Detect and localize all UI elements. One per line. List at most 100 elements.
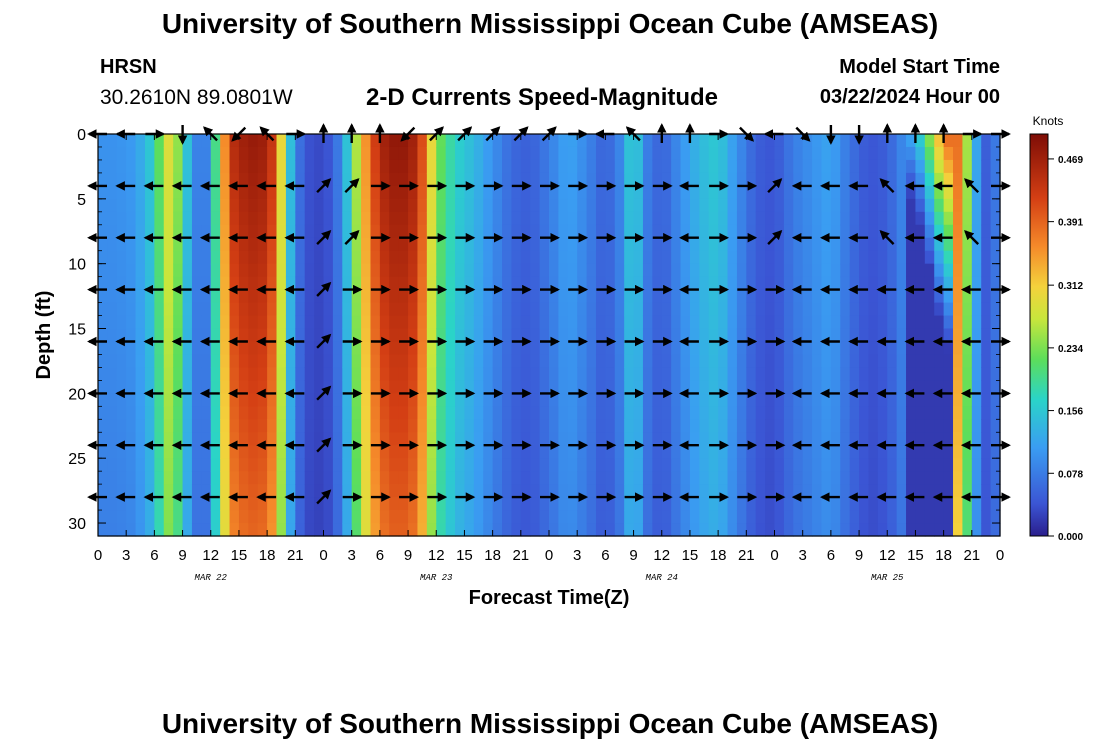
- heatmap-cell: [342, 328, 353, 343]
- heatmap-cell: [398, 328, 409, 343]
- heatmap-cell: [323, 341, 334, 356]
- heatmap-cell: [445, 211, 456, 226]
- heatmap-cell: [718, 367, 729, 381]
- heatmap-cell: [859, 380, 870, 394]
- heatmap-cell: [492, 198, 503, 213]
- heatmap-cell: [408, 315, 419, 330]
- heatmap-cell: [821, 445, 832, 459]
- heatmap-cell: [990, 302, 1001, 317]
- heatmap-cell: [802, 510, 813, 524]
- heatmap-cell: [483, 134, 494, 148]
- heatmap-cell: [595, 523, 606, 537]
- heatmap-cell: [238, 510, 249, 524]
- heatmap-cell: [736, 146, 747, 161]
- heatmap-cell: [671, 341, 682, 356]
- heatmap-cell: [840, 159, 851, 174]
- heatmap-cell: [483, 458, 494, 472]
- heatmap-cell: [116, 393, 127, 407]
- heatmap-cell: [464, 146, 475, 161]
- heatmap-cell: [314, 328, 325, 343]
- heatmap-cell: [652, 341, 663, 356]
- heatmap-cell: [924, 198, 935, 213]
- heatmap-cell: [708, 289, 719, 304]
- heatmap-cell: [887, 198, 898, 213]
- heatmap-cell: [248, 263, 259, 278]
- heatmap-cell: [953, 315, 964, 330]
- heatmap-cell: [351, 354, 362, 369]
- heatmap-cell: [361, 250, 372, 265]
- heatmap-cell: [398, 432, 409, 446]
- heatmap-cell: [398, 419, 409, 433]
- heatmap-cell: [642, 211, 653, 226]
- heatmap-cell: [924, 315, 935, 330]
- heatmap-cell: [793, 263, 804, 278]
- heatmap-cell: [642, 250, 653, 265]
- heatmap-cell: [915, 185, 926, 200]
- heatmap-cell: [473, 302, 484, 317]
- heatmap-cell: [539, 289, 550, 304]
- heatmap-cell: [868, 198, 879, 213]
- heatmap-cell: [868, 406, 879, 420]
- heatmap-cell: [689, 172, 700, 187]
- heatmap-cell: [605, 458, 616, 472]
- heatmap-cell: [746, 185, 757, 200]
- heatmap-cell: [981, 445, 992, 459]
- heatmap-cell: [107, 134, 118, 148]
- heatmap-cell: [417, 198, 428, 213]
- heatmap-cell: [520, 328, 531, 343]
- heatmap-cell: [821, 458, 832, 472]
- heatmap-cell: [389, 198, 400, 213]
- heatmap-cell: [502, 302, 513, 317]
- heatmap-cell: [793, 445, 804, 459]
- heatmap-cell: [868, 315, 879, 330]
- heatmap-cell: [191, 393, 202, 407]
- heatmap-cell: [154, 289, 165, 304]
- heatmap-cell: [595, 146, 606, 161]
- heatmap-cell: [567, 328, 578, 343]
- heatmap-cell: [361, 419, 372, 433]
- heatmap-cell: [840, 406, 851, 420]
- heatmap-cell: [577, 341, 588, 356]
- heatmap-cell: [539, 224, 550, 239]
- heatmap-cell: [605, 211, 616, 226]
- heatmap-cell: [727, 263, 738, 278]
- x-tick-label: 6: [601, 547, 609, 564]
- heatmap-cell: [567, 445, 578, 459]
- heatmap-cell: [408, 237, 419, 252]
- heatmap-cell: [595, 471, 606, 485]
- heatmap-cell: [652, 445, 663, 459]
- heatmap-cell: [116, 172, 127, 187]
- heatmap-cell: [314, 276, 325, 291]
- heatmap-cell: [746, 172, 757, 187]
- heatmap-cell: [812, 276, 823, 291]
- x-tick-label: 3: [799, 547, 807, 564]
- heatmap-cell: [314, 484, 325, 498]
- heatmap-cell: [220, 367, 231, 381]
- heatmap-cell: [455, 172, 466, 187]
- x-tick-label: 18: [935, 547, 952, 564]
- heatmap-cell: [126, 276, 137, 291]
- heatmap-cell: [483, 289, 494, 304]
- heatmap-cell: [229, 159, 240, 174]
- heatmap-cell: [840, 172, 851, 187]
- heatmap-cell: [520, 146, 531, 161]
- heatmap-cell: [849, 224, 860, 239]
- heatmap-cell: [765, 354, 776, 369]
- heatmap-cell: [849, 250, 860, 265]
- heatmap-cell: [210, 237, 221, 252]
- heatmap-cell: [953, 419, 964, 433]
- heatmap-cell: [812, 354, 823, 369]
- heatmap-cell: [173, 419, 184, 433]
- heatmap-cell: [906, 497, 917, 511]
- heatmap-cell: [924, 224, 935, 239]
- heatmap-cell: [116, 380, 127, 394]
- heatmap-cell: [887, 445, 898, 459]
- heatmap-cell: [765, 250, 776, 265]
- heatmap-cell: [558, 406, 569, 420]
- heatmap-cell: [389, 445, 400, 459]
- heatmap-cell: [887, 497, 898, 511]
- heatmap-cell: [906, 250, 917, 265]
- heatmap-cell: [492, 354, 503, 369]
- heatmap-cell: [877, 458, 888, 472]
- heatmap-cell: [671, 510, 682, 524]
